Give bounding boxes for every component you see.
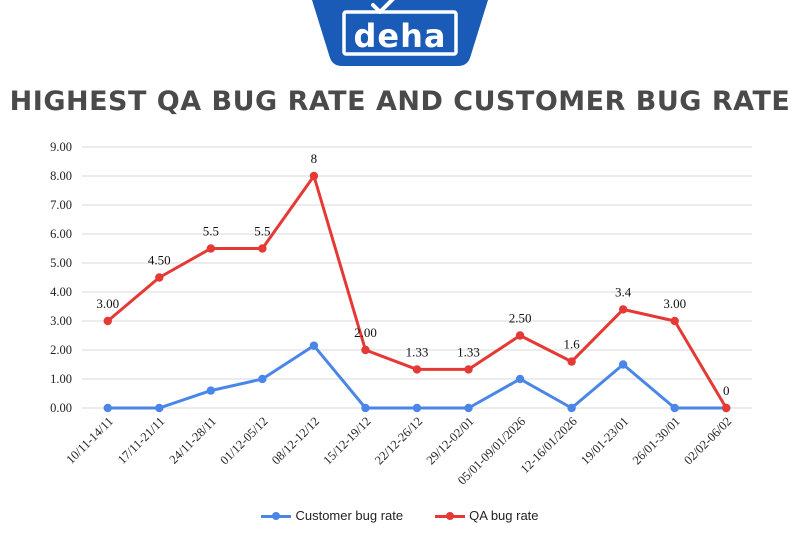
legend-swatch-customer bbox=[261, 511, 292, 521]
y-tick-label: 9.00 bbox=[50, 140, 72, 154]
data-label: 1.6 bbox=[563, 337, 580, 352]
chart-title: HIGHEST QA BUG RATE AND CUSTOMER BUG RAT… bbox=[9, 86, 791, 117]
y-tick-label: 1.00 bbox=[50, 372, 72, 386]
x-tick-label: 08/12-12/12 bbox=[269, 414, 322, 467]
data-label: 1.33 bbox=[406, 344, 429, 359]
data-point bbox=[103, 403, 112, 413]
data-point bbox=[258, 244, 267, 253]
data-point bbox=[103, 316, 112, 326]
data-point bbox=[309, 171, 319, 181]
logo-frame bbox=[342, 10, 458, 56]
x-tick-label: 01/12-05/12 bbox=[217, 414, 270, 467]
data-point bbox=[515, 331, 525, 340]
data-point bbox=[670, 316, 679, 326]
logo-text: deha bbox=[354, 17, 447, 55]
y-tick-label: 6.00 bbox=[50, 227, 72, 241]
data-point bbox=[618, 305, 628, 314]
x-tick-label: 02/02-06/02 bbox=[681, 414, 734, 467]
data-label: 3.00 bbox=[663, 296, 686, 311]
data-point bbox=[258, 374, 267, 384]
y-tick-label: 0.00 bbox=[50, 401, 72, 415]
data-point bbox=[618, 360, 628, 369]
data-point bbox=[155, 273, 164, 282]
data-point bbox=[670, 403, 679, 413]
x-tick-label: 22/12-26/12 bbox=[372, 414, 425, 467]
x-tick-label: 15/12-19/12 bbox=[320, 414, 373, 467]
data-point bbox=[206, 386, 216, 395]
data-point bbox=[464, 365, 473, 374]
y-tick-label: 7.00 bbox=[50, 198, 72, 212]
data-point bbox=[155, 403, 164, 413]
data-label: 3.4 bbox=[615, 284, 632, 299]
data-label: 8 bbox=[311, 151, 318, 166]
data-point bbox=[567, 403, 576, 413]
logo-banner: deha bbox=[312, 0, 488, 66]
data-point bbox=[309, 341, 319, 350]
legend-item-customer: Customer bug rate bbox=[261, 508, 403, 523]
x-tick-label: 26/01-30/01 bbox=[630, 414, 683, 467]
x-tick-label: 24/11-28/11 bbox=[167, 414, 219, 466]
legend-label-qa: QA bug rate bbox=[469, 508, 539, 523]
data-point bbox=[515, 374, 525, 384]
x-tick-label: 29/12-02/01 bbox=[424, 414, 477, 467]
data-label: 2.00 bbox=[354, 325, 377, 340]
y-tick-label: 8.00 bbox=[50, 169, 72, 183]
data-label: 2.50 bbox=[509, 311, 532, 326]
data-point bbox=[412, 403, 422, 413]
y-tick-label: 2.00 bbox=[50, 343, 72, 357]
data-point bbox=[464, 403, 473, 413]
legend-item-qa: QA bug rate bbox=[435, 508, 539, 523]
legend-swatch-qa bbox=[435, 511, 466, 521]
logo-check-icon bbox=[371, 0, 395, 14]
data-point bbox=[412, 365, 422, 374]
y-tick-label: 3.00 bbox=[50, 314, 72, 328]
data-label: 0 bbox=[723, 383, 730, 398]
data-point bbox=[206, 244, 216, 253]
x-tick-label: 17/11-21/11 bbox=[115, 414, 167, 466]
data-point bbox=[722, 403, 731, 413]
legend-label-customer: Customer bug rate bbox=[295, 508, 404, 523]
data-label: 5.5 bbox=[254, 224, 270, 239]
chart-legend: Customer bug rate QA bug rate bbox=[0, 508, 800, 523]
x-tick-label: 19/01-23/01 bbox=[578, 414, 631, 467]
y-tick-label: 4.00 bbox=[50, 285, 72, 299]
data-point bbox=[361, 403, 370, 413]
x-tick-label: 10/11-14/11 bbox=[63, 414, 115, 466]
data-label: 5.5 bbox=[203, 224, 219, 239]
data-point bbox=[361, 345, 370, 355]
y-tick-label: 5.00 bbox=[50, 256, 72, 270]
data-label: 3.00 bbox=[96, 296, 119, 311]
data-label: 4.50 bbox=[148, 253, 171, 268]
logo-background bbox=[312, 0, 488, 66]
data-point bbox=[567, 357, 576, 366]
data-label: 1.33 bbox=[457, 344, 480, 359]
